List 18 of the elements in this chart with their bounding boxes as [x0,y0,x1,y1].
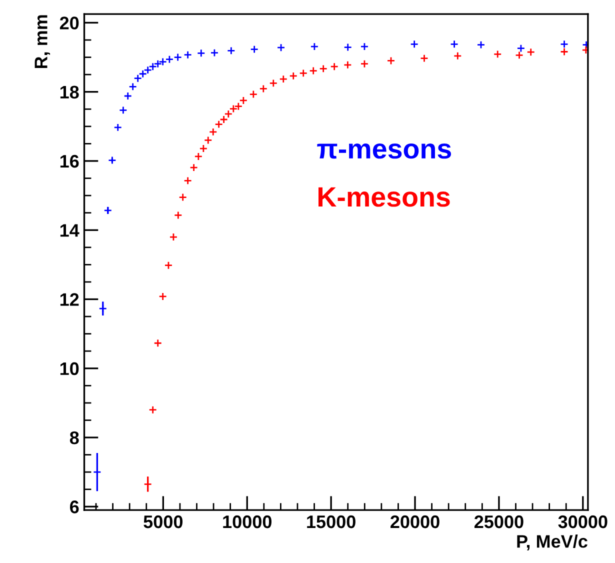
x-tick-label: 25000 [474,515,524,528]
y-tick-label: 14 [60,224,80,237]
x-tick-label: 10000 [223,515,272,528]
text: K-mesons [318,187,450,207]
y-tick-label: 6 [70,500,79,514]
x-tick-label: 5000 [144,515,183,528]
x-tick-label: 15000 [307,515,356,528]
y-tick-label: 20 [60,16,79,30]
x-tick-label: 20000 [390,515,440,528]
text: π-mesons [317,143,451,159]
y-axis-title: R, mm [34,15,50,68]
y-tick-label: 10 [60,362,79,376]
y-tick-label: 18 [60,86,79,99]
x-axis-title: P, MeV/c [517,534,588,550]
y-tick-label: 12 [60,293,79,306]
y-tick-label: 8 [70,431,79,444]
y-tick-label: 16 [60,154,79,168]
x-tick-label: 30000 [558,515,608,528]
